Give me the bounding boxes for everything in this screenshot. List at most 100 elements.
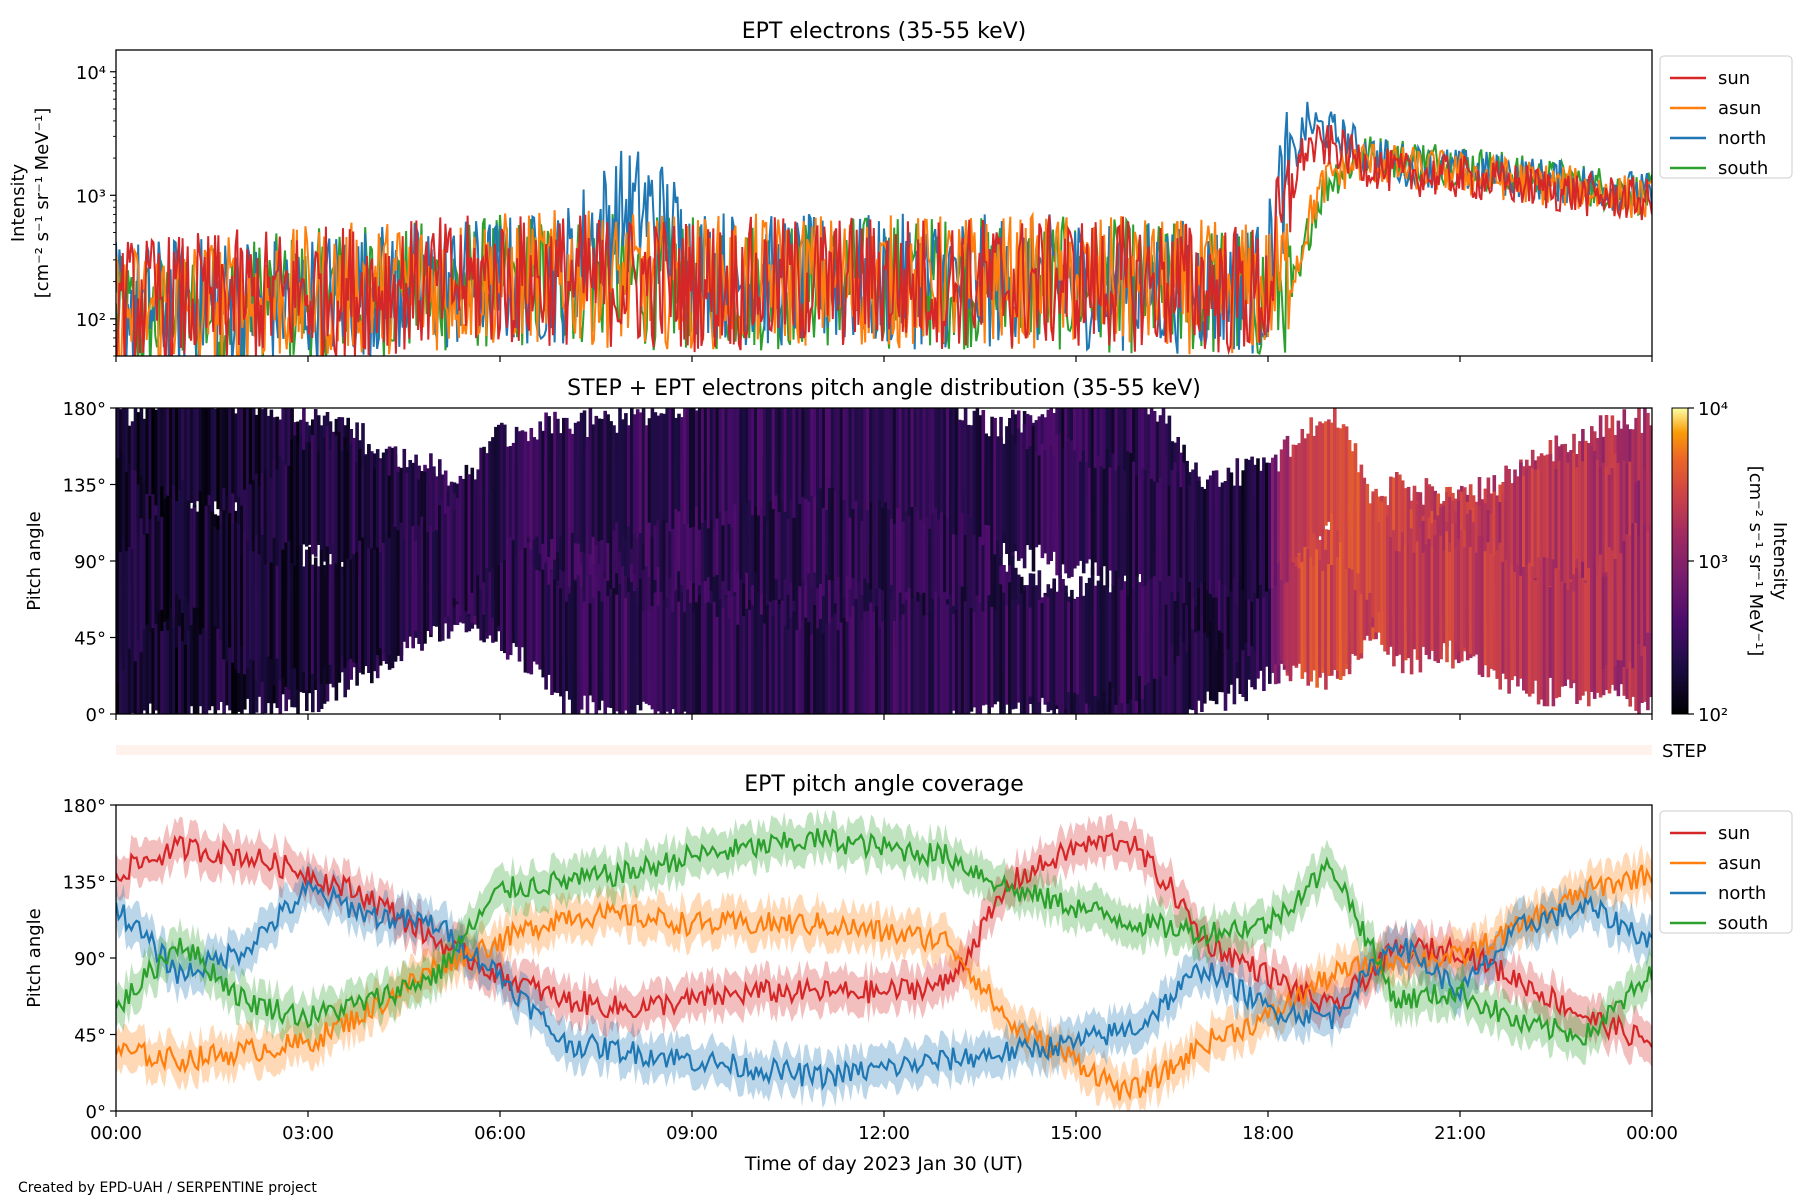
heatmap-cell: [1492, 555, 1497, 671]
heatmap-cell: [402, 477, 407, 569]
heatmap-cell: [1220, 585, 1225, 693]
heatmap-cell: [556, 585, 560, 693]
heatmap-cell: [1451, 523, 1455, 669]
heatmap-cell: [1347, 440, 1352, 569]
heatmap-cell: [538, 421, 542, 555]
heatmap-cell: [1025, 449, 1030, 546]
heatmap-cell: [387, 538, 392, 656]
heatmap-cell: [1084, 408, 1089, 497]
heatmap-cell: [269, 477, 274, 577]
heatmap-cell: [1070, 440, 1074, 577]
heatmap-cell: [201, 408, 206, 509]
heatmap-cell: [234, 521, 238, 670]
heatmap-cell: [700, 471, 705, 583]
heatmap-cell: [878, 408, 882, 500]
heatmap-cell: [700, 408, 705, 523]
heatmap-cell: [659, 592, 664, 714]
heatmap-cell: [148, 614, 153, 704]
heatmap-cell: [1138, 640, 1142, 714]
heatmap-cell: [1079, 461, 1083, 561]
heatmap-cell: [706, 534, 711, 669]
heatmap-cell: [700, 606, 705, 714]
heatmap-cell: [1566, 590, 1570, 680]
heatmap-cell: [358, 449, 362, 579]
heatmap-cell: [833, 454, 838, 604]
heatmap-cell: [1285, 556, 1290, 673]
heatmap-cell: [387, 475, 392, 566]
heatmap-cell: [1008, 582, 1012, 714]
heatmap-cell: [1318, 560, 1322, 678]
heatmap-cell: [181, 595, 185, 714]
heatmap-cell: [381, 542, 386, 656]
heatmap-cell: [373, 549, 377, 656]
heatmap-cell: [1111, 453, 1115, 586]
panel1-ticks: 10² 10³ 10⁴: [76, 63, 116, 357]
heatmap-cell: [216, 408, 220, 510]
heatmap-cell: [1141, 467, 1145, 588]
heatmap-cell: [311, 564, 315, 675]
heatmap-cell: [160, 590, 164, 714]
heatmap-cell: [1087, 467, 1092, 560]
heatmap-cell: [130, 421, 135, 518]
heatmap-cell: [872, 408, 876, 523]
heatmap-cell: [1297, 568, 1302, 664]
heatmap-cell: [957, 419, 962, 511]
heatmap-cell: [213, 593, 218, 714]
heatmap-cell: [1403, 544, 1408, 661]
heatmap-cell: [1019, 432, 1024, 559]
heatmap-cell: [842, 408, 847, 501]
heatmap-cell: [576, 421, 581, 544]
heatmap-cell: [889, 408, 894, 519]
heatmap-cell: [476, 469, 480, 576]
heatmap-cell: [1220, 482, 1225, 584]
heatmap-cell: [875, 550, 879, 640]
heatmap-cell: [195, 408, 200, 502]
heatmap-cell: [290, 439, 294, 577]
heatmap-cell: [1288, 548, 1293, 682]
heatmap-cell: [479, 447, 483, 590]
heatmap-cell: [172, 408, 176, 509]
heatmap-cell: [1262, 457, 1266, 598]
heatmap-cell: [919, 594, 923, 714]
heatmap-cell: [656, 605, 661, 712]
heatmap-cell: [638, 412, 643, 534]
heatmap-cell: [1430, 546, 1435, 651]
heatmap-cell: [816, 408, 820, 508]
heatmap-cell: [594, 576, 599, 714]
heatmap-cell: [491, 526, 495, 618]
heatmap-cell: [1344, 426, 1349, 570]
heatmap-cell: [1250, 456, 1254, 602]
heatmap-cell: [721, 473, 726, 582]
heatmap-cell: [423, 521, 427, 644]
heatmap-cell: [1120, 564, 1124, 704]
heatmap-cell: [1330, 565, 1334, 676]
heatmap-cell: [754, 524, 758, 666]
heatmap-cell: [1114, 470, 1118, 571]
heatmap-cell: [189, 616, 194, 707]
heatmap-cell: [632, 414, 637, 535]
heatmap-cell: [1226, 467, 1231, 597]
heatmap-cell: [940, 590, 944, 714]
heatmap-cell: [1268, 462, 1272, 589]
heatmap-cell: [1427, 538, 1432, 660]
heatmap-cell: [1545, 557, 1550, 707]
heatmap-cell: [765, 454, 770, 600]
heatmap-cell: [786, 459, 791, 595]
heatmap-cell: [892, 621, 897, 714]
heatmap-cell: [884, 408, 888, 503]
heatmap-cell: [1563, 443, 1567, 589]
heatmap-cell: [1043, 595, 1048, 705]
heatmap-cell: [1203, 488, 1207, 582]
heatmap-cell: [759, 408, 764, 507]
heatmap-cell: [216, 605, 220, 711]
heatmap-cell: [186, 593, 191, 714]
heatmap-cell: [703, 538, 708, 665]
heatmap-cell: [364, 545, 368, 665]
legend-label-north: north: [1718, 883, 1766, 904]
heatmap-cell: [697, 594, 702, 714]
heatmap-cell: [665, 607, 669, 712]
heatmap-cell: [207, 505, 212, 637]
heatmap-cell: [937, 596, 941, 714]
heatmap-cell: [148, 408, 153, 517]
panel3-lines: [116, 828, 1652, 1101]
